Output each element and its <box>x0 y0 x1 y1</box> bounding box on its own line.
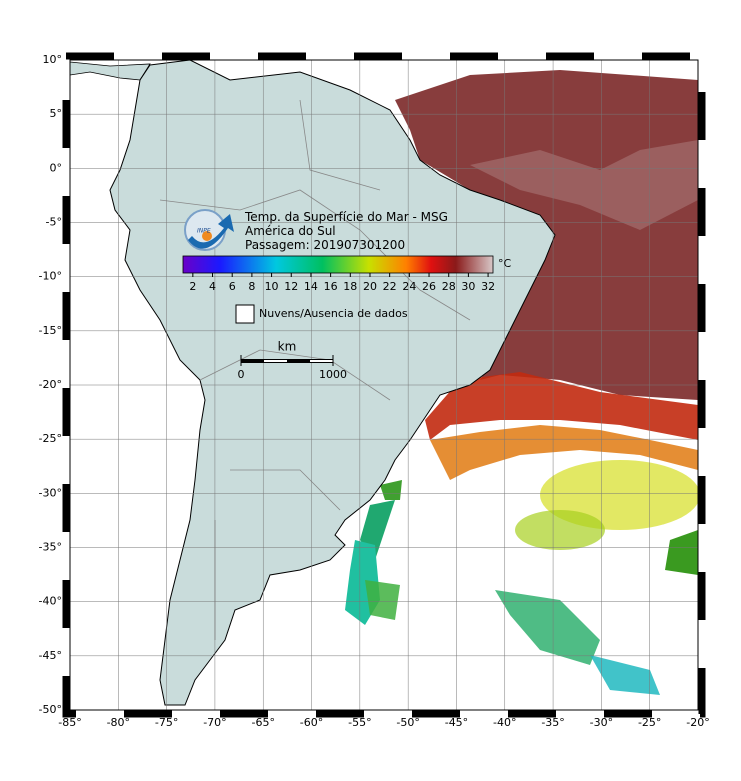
lat-tick-label: -20° <box>39 378 62 391</box>
colorbar-tick-label: 32 <box>481 280 495 293</box>
lon-tick-label: -85° <box>58 716 81 729</box>
colorbar-tick-label: 22 <box>383 280 397 293</box>
lon-tick-label: -25° <box>638 716 661 729</box>
colorbar-tick-label: 12 <box>284 280 298 293</box>
colorbar-tick-label: 2 <box>189 280 196 293</box>
map-frame <box>69 59 699 711</box>
colorbar-tick-label: 20 <box>363 280 377 293</box>
lat-tick-label: -35° <box>39 541 62 554</box>
scale-tick-label: 1000 <box>319 368 347 381</box>
lat-tick-label: -10° <box>39 270 62 283</box>
lon-tick-label: -20° <box>686 716 709 729</box>
colorbar <box>182 255 494 274</box>
lon-tick-label: -30° <box>590 716 613 729</box>
logo-text: INPE <box>197 228 211 235</box>
map-border <box>62 52 706 718</box>
colorbar-tick-label: 14 <box>304 280 318 293</box>
lon-tick-label: -55° <box>348 716 371 729</box>
logo: INPE <box>184 209 234 251</box>
lat-tick-label: -5° <box>46 216 62 229</box>
scale-bar-segment <box>310 360 333 362</box>
lon-tick-label: -80° <box>107 716 130 729</box>
colorbar-unit: °C <box>498 257 512 270</box>
colorbar-tick-label: 8 <box>248 280 255 293</box>
scale-tick-label: 0 <box>238 368 245 381</box>
scale-unit: km <box>278 340 297 354</box>
colorbar-tick-label: 24 <box>402 280 416 293</box>
colorbar-tick-label: 18 <box>343 280 357 293</box>
lon-tick-label: -60° <box>300 716 323 729</box>
lon-tick-label: -50° <box>396 716 419 729</box>
colorbar-tick-label: 10 <box>265 280 279 293</box>
lat-tick-label: 5° <box>50 107 63 120</box>
region: América do Sul <box>245 224 336 238</box>
lon-tick-label: -65° <box>251 716 274 729</box>
pass-time: Passagem: 201907301200 <box>245 238 405 252</box>
lon-tick-label: -75° <box>155 716 178 729</box>
lat-tick-label: -40° <box>39 595 62 608</box>
colorbar-tick-label: 28 <box>442 280 456 293</box>
sst-field <box>345 70 698 695</box>
lat-tick-label: -50° <box>39 703 62 716</box>
lon-tick-label: -70° <box>203 716 226 729</box>
lat-tick-label: -15° <box>39 324 62 337</box>
no-data-swatch <box>235 304 255 324</box>
colorbar-tick-label: 4 <box>209 280 216 293</box>
lon-tick-label: -35° <box>541 716 564 729</box>
colorbar-tick-label: 16 <box>324 280 338 293</box>
colorbar-tick-label: 6 <box>229 280 236 293</box>
colorbar-tick-label: 30 <box>461 280 475 293</box>
lat-tick-label: 0° <box>50 161 63 174</box>
map-area <box>70 60 698 710</box>
title: Temp. da Superfície do Mar - MSG <box>244 210 448 224</box>
no-data-label: Nuvens/Ausencia de dados <box>259 307 408 320</box>
lat-tick-label: -25° <box>39 432 62 445</box>
lon-tick-label: -40° <box>493 716 516 729</box>
lat-tick-label: -45° <box>39 649 62 662</box>
lon-tick-label: -45° <box>445 716 468 729</box>
lat-tick-label: -30° <box>39 486 62 499</box>
colorbar-tick-label: 26 <box>422 280 436 293</box>
scale-bar-segment <box>264 360 287 362</box>
lat-tick-label: 10° <box>43 53 63 66</box>
